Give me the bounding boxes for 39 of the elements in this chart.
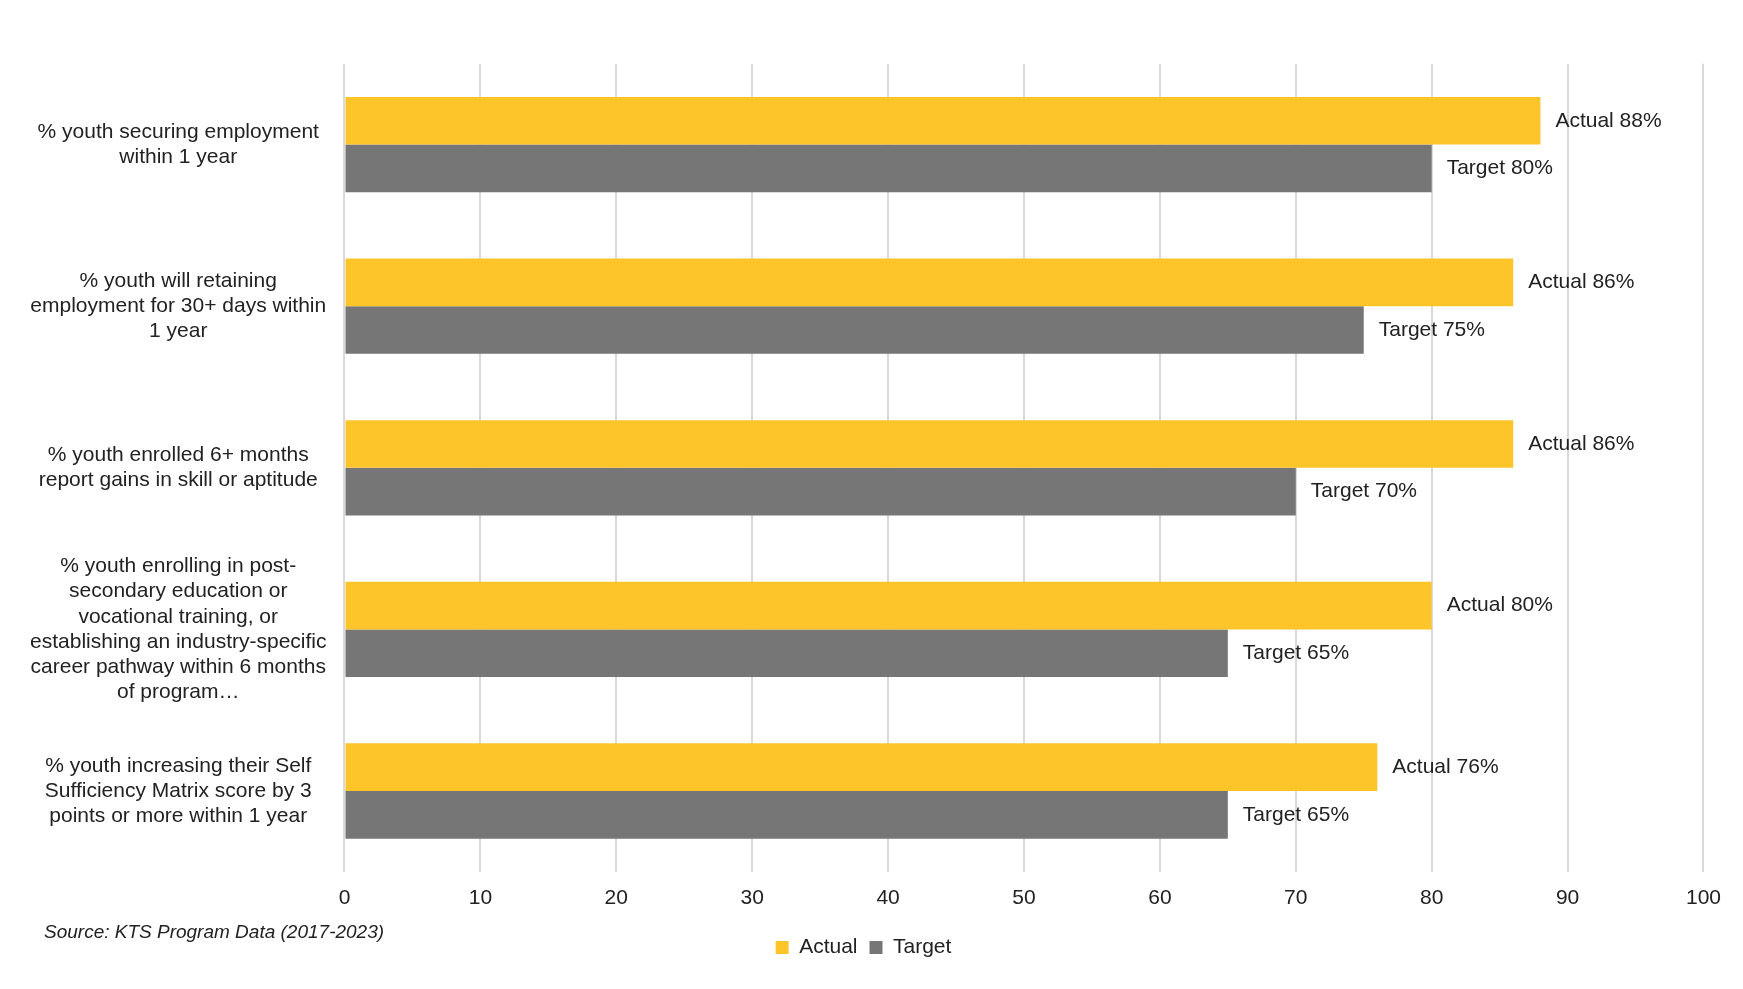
x-tick-label: 10 [468, 885, 493, 909]
bar [345, 467, 1296, 516]
bar [345, 144, 1432, 193]
bar [345, 581, 1432, 630]
x-tick-label: 20 [604, 885, 628, 909]
data-label: Target 65% [1242, 640, 1350, 664]
legend-label: Actual [799, 934, 858, 958]
x-tick-label: 0 [338, 885, 351, 909]
x-tick-label: 30 [740, 885, 764, 909]
y-tick-label: % youth enrolled 6+ months report gains in skill or aptitude [38, 442, 318, 491]
bar [345, 420, 1514, 468]
data-label: Actual 76% [1392, 753, 1499, 777]
data-label: Actual 86% [1528, 269, 1635, 293]
x-tick-label: 90 [1555, 885, 1580, 909]
bar [345, 306, 1364, 354]
bar [345, 629, 1228, 678]
x-tick-label: 40 [876, 885, 900, 909]
x-tick-label: 80 [1420, 885, 1444, 909]
y-tick-label: % youth increasing their Self Sufficiency Matrix score by 3 points or more within 1 year [44, 752, 312, 826]
bar [345, 258, 1514, 307]
data-label: Target 70% [1310, 478, 1418, 502]
data-label: Target 75% [1378, 316, 1485, 340]
bar [345, 791, 1228, 839]
y-tick-label: % youth securing employment within 1 year [37, 118, 320, 167]
data-label: Actual 86% [1528, 430, 1635, 454]
x-tick-label: 70 [1284, 885, 1308, 909]
y-tick-label: % youth enrolling in post-secondary education or vocational training, or establishing an industry-specific career pathway within 6 months of program… [30, 553, 327, 703]
data-label: Target 80% [1446, 155, 1553, 179]
x-tick-label: 100 [1685, 885, 1721, 909]
y-tick-label: % youth will retaining employment for 30+ days within 1 year [30, 267, 327, 342]
bar [345, 96, 1541, 145]
data-label: Actual 80% [1446, 592, 1553, 616]
data-label: Target 65% [1242, 801, 1350, 825]
source-note: Source: KTS Program Data (2017-2023) [44, 921, 385, 943]
legend-label: Target [893, 934, 952, 958]
x-tick-label: 50 [1012, 885, 1036, 909]
bar [345, 743, 1378, 791]
x-tick-label: 60 [1148, 885, 1172, 909]
data-label: Actual 88% [1555, 107, 1662, 131]
